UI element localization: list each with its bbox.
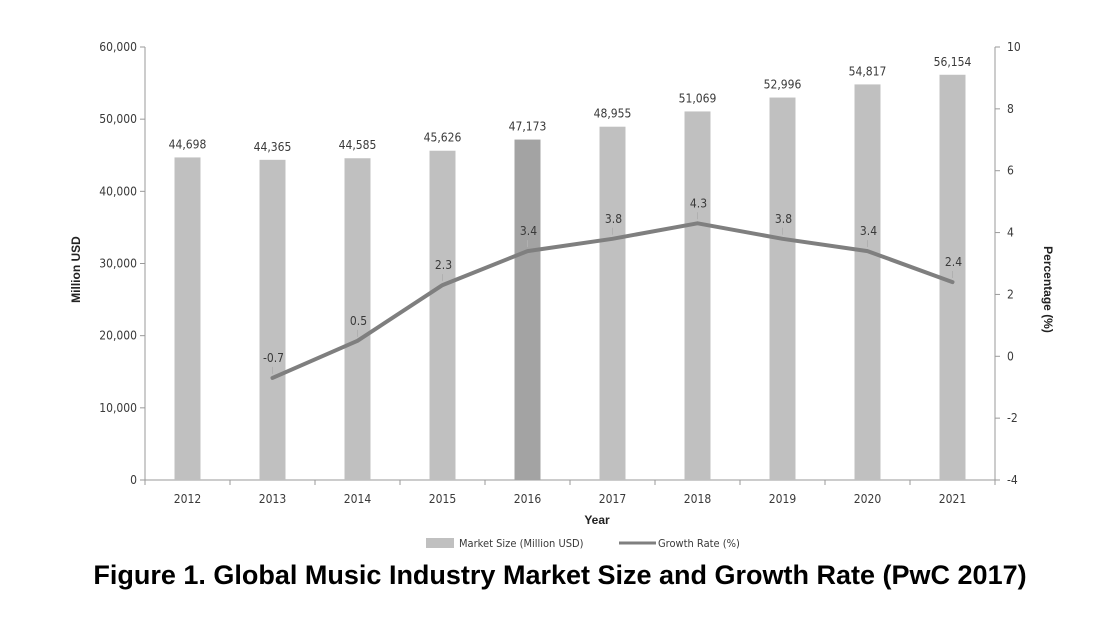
bar: [344, 158, 371, 480]
right-tick-label: 0: [1007, 349, 1014, 363]
bar: [174, 157, 201, 480]
x-tick-label: 2019: [769, 492, 797, 506]
x-axis-title: Year: [584, 513, 610, 527]
growth-line-path: [270, 221, 955, 380]
left-tick-label: 20,000: [99, 329, 137, 343]
y2-axis-title: Percentage (%): [1041, 246, 1055, 333]
left-tick-label: 30,000: [99, 257, 137, 271]
right-tick-label: -2: [1007, 411, 1018, 425]
bar: [259, 159, 286, 480]
bar-label: 52,996: [764, 78, 802, 92]
left-tick-label: 40,000: [99, 184, 137, 198]
right-tick-label: 4: [1007, 226, 1014, 240]
bar-label: 54,817: [849, 64, 887, 78]
line-label: 3.4: [860, 224, 877, 238]
line-label: 3.8: [775, 212, 792, 226]
axes: 0 10,000 20,000 30,000 40,000 50,000 60,000 -4 -…: [69, 40, 1055, 527]
bar: [854, 84, 881, 480]
bar-labels: 44,698 44,365 44,585 45,626 47,173 48,955 51,0…: [169, 55, 972, 154]
line-label: -0.7: [263, 351, 284, 365]
line-label: 0.5: [350, 314, 367, 328]
x-tick-label: 2018: [684, 492, 712, 506]
x-tick-label: 2015: [429, 492, 456, 506]
bar: [514, 139, 541, 480]
x-tick-label: 2016: [514, 492, 542, 506]
right-tick-label: -4: [1007, 473, 1018, 487]
bar-label: 51,069: [679, 91, 717, 105]
bar: [684, 111, 711, 480]
figure-caption: Figure 1. Global Music Industry Market S…: [93, 560, 1027, 590]
right-tick-label: 10: [1007, 40, 1021, 54]
line-label: 4.3: [690, 196, 707, 210]
bar-label: 44,585: [339, 138, 377, 152]
y-axis-title: Million USD: [69, 236, 83, 303]
left-tick-label: 60,000: [99, 40, 137, 54]
bar: [599, 126, 626, 481]
x-tick-label: 2014: [344, 492, 372, 506]
line-labels: -0.7 0.5 2.3 3.4 3.8 4.3 3.8 3.4 2.4: [263, 196, 962, 374]
bars: [174, 74, 966, 481]
bar-label: 56,154: [934, 55, 972, 69]
left-tick-label: 10,000: [99, 401, 137, 415]
legend-bar-label: Market Size (Million USD): [459, 537, 584, 550]
legend-bar-swatch: [426, 538, 454, 548]
x-tick-label: 2017: [599, 492, 626, 506]
bar: [429, 150, 456, 480]
bar-label: 47,173: [509, 120, 547, 134]
x-tick-label: 2021: [939, 492, 966, 506]
line-label: 3.4: [520, 224, 537, 238]
left-tick-label: 0: [130, 473, 137, 487]
right-tick-label: 2: [1007, 287, 1014, 301]
line-label: 3.8: [605, 212, 622, 226]
legend: Market Size (Million USD) Growth Rate (%): [426, 537, 740, 550]
bar-label: 45,626: [424, 131, 462, 145]
right-tick-label: 6: [1007, 164, 1014, 178]
right-tick-label: 8: [1007, 102, 1014, 116]
left-tick-label: 50,000: [99, 112, 137, 126]
bar-label: 48,955: [594, 107, 632, 121]
bar-label: 44,698: [169, 137, 207, 151]
line-label: 2.4: [945, 255, 962, 269]
line-label: 2.3: [435, 258, 452, 272]
chart: 0 10,000 20,000 30,000 40,000 50,000 60,000 -4 -…: [69, 40, 1055, 550]
growth-line: [270, 221, 955, 380]
x-tick-label: 2013: [259, 492, 286, 506]
legend-line-label: Growth Rate (%): [658, 537, 740, 550]
x-tick-label: 2020: [854, 492, 882, 506]
bar-label: 44,365: [254, 140, 292, 154]
x-tick-label: 2012: [174, 492, 201, 506]
bar: [769, 97, 796, 480]
